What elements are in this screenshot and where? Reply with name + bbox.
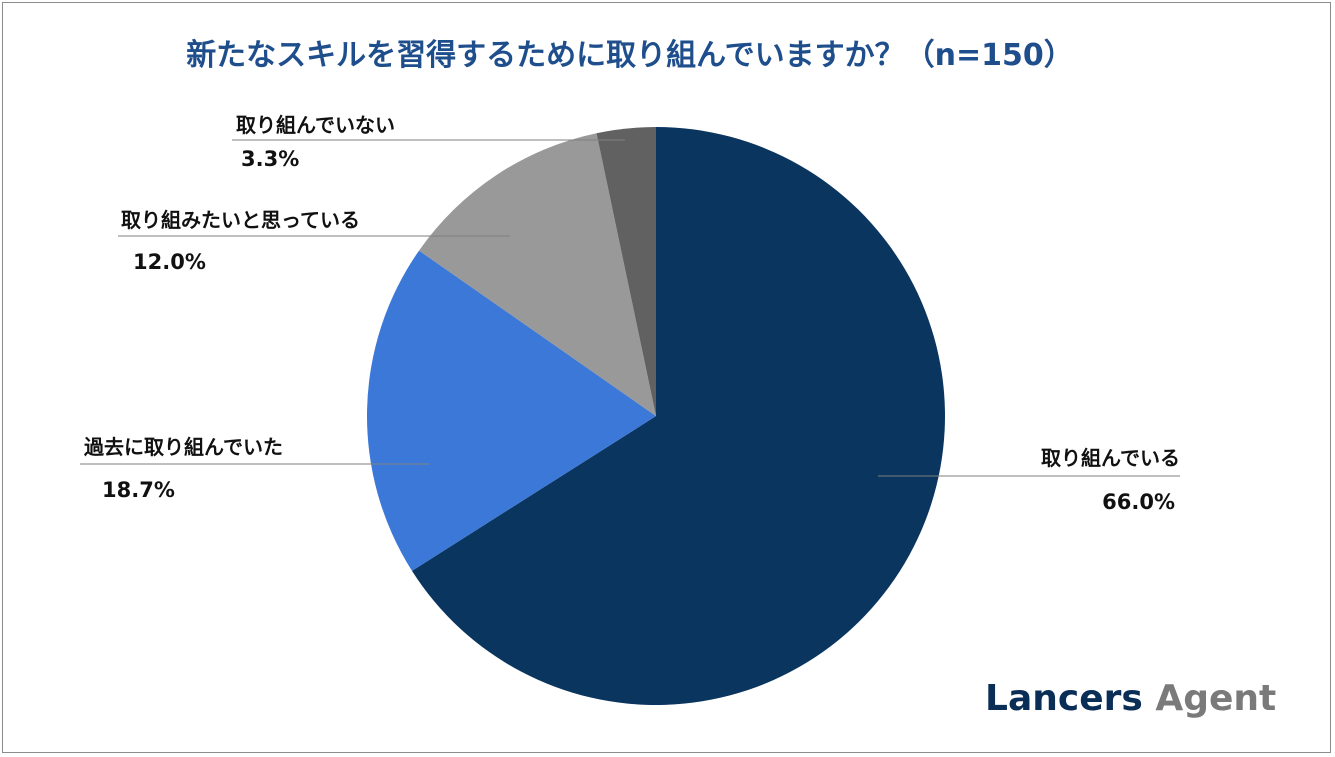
pie-slice [411,127,945,705]
slice-value-label: 3.3% [241,147,299,171]
slice-label: 取り組んでいない [236,113,395,137]
slice-label: 取り組みたいと思っている [121,208,360,232]
slice-label: 過去に取り組んでいた [84,435,283,459]
slice-value-label: 12.0% [133,250,206,274]
pie-slice [367,250,656,571]
slice-value-label: 66.0% [1102,490,1175,514]
logo-product: Agent [1155,678,1277,719]
slice-label: 取り組んでいる [1041,446,1180,470]
logo-brand: Lancers [985,678,1143,719]
pie-slice [419,133,656,416]
chart-title: 新たなスキルを習得するために取り組んでいますか？（n=150） [186,38,1074,73]
pie-slice [596,127,656,416]
slice-value-label: 18.7% [102,478,175,502]
lancers-agent-logo: Lancers Agent [985,678,1276,719]
